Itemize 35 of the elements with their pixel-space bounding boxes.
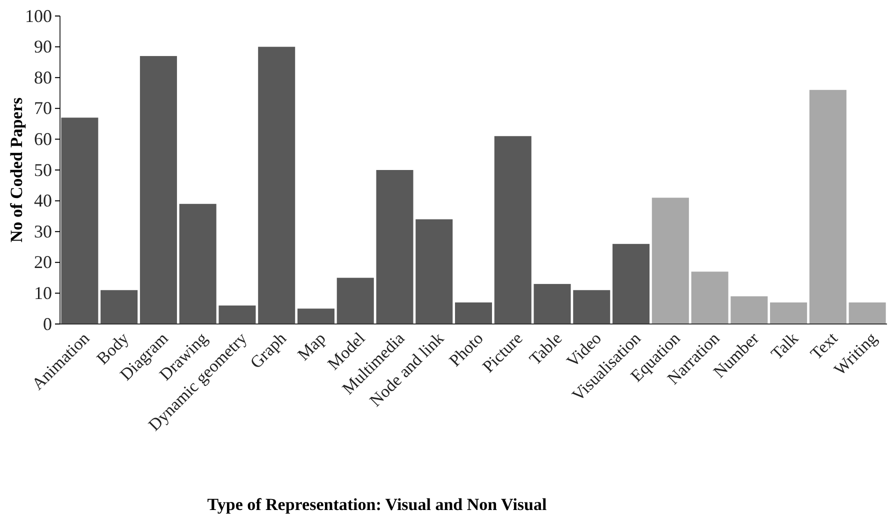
bar (140, 56, 177, 324)
bar (494, 136, 532, 324)
x-axis-title: Type of Representation: Visual and Non Visual (207, 495, 547, 514)
y-tick-label: 80 (34, 67, 52, 88)
y-tick-label: 0 (43, 314, 52, 334)
bar (534, 284, 571, 324)
bar (416, 219, 453, 324)
y-tick-label: 60 (34, 128, 52, 149)
y-tick-label: 30 (34, 221, 52, 242)
y-tick-label: 90 (34, 36, 52, 57)
bar (100, 290, 138, 324)
y-tick-label: 20 (34, 252, 52, 272)
bar (454, 302, 492, 324)
bar (61, 118, 98, 324)
bar (730, 296, 768, 324)
bar (652, 198, 689, 324)
y-tick-label: 50 (34, 160, 52, 180)
bar (691, 272, 728, 324)
bar (573, 290, 610, 324)
bar (809, 90, 846, 324)
bar (770, 302, 808, 324)
bar (258, 46, 296, 324)
y-tick-label: 100 (25, 6, 52, 26)
bar (612, 244, 650, 324)
bar (218, 306, 256, 324)
bar (336, 278, 374, 324)
bar (297, 308, 334, 324)
bar (848, 302, 886, 324)
y-axis-title: No of Coded Papers (7, 97, 26, 242)
y-tick-label: 40 (34, 190, 52, 211)
bar (376, 170, 414, 324)
x-tick-label: Talk (767, 328, 802, 364)
y-tick-label: 10 (34, 282, 52, 303)
y-tick-label: 70 (34, 98, 52, 118)
bar (179, 204, 216, 324)
